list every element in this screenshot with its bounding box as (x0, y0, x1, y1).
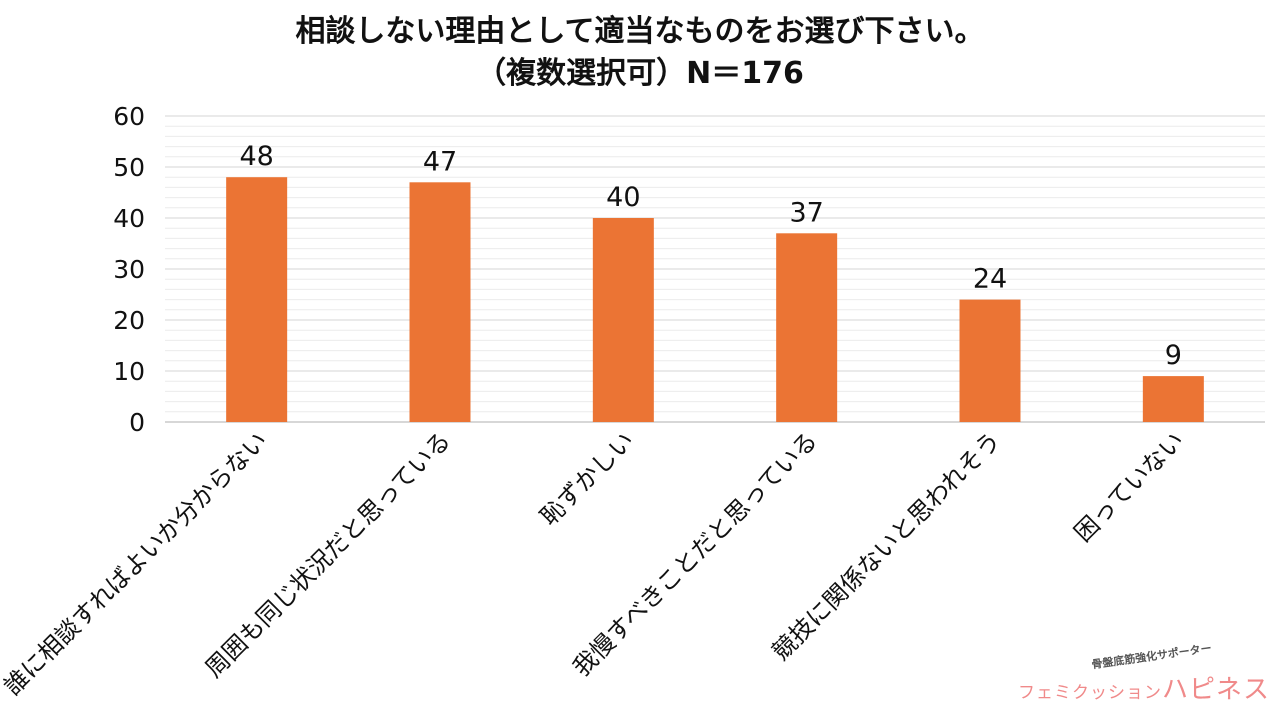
watermark-brand-prefix: フェミクッション (1017, 683, 1162, 703)
chart-title: 相談しない理由として適当なものをお選び下さい。 (295, 14, 985, 49)
bar (959, 299, 1021, 422)
y-tick-label: 60 (113, 102, 145, 131)
bar (226, 177, 288, 422)
y-tick-label: 50 (113, 153, 145, 182)
data-label: 48 (239, 141, 273, 172)
data-label: 47 (423, 146, 457, 177)
bar (409, 182, 471, 422)
bar (776, 233, 838, 422)
data-label: 40 (606, 182, 640, 213)
y-tick-label: 30 (113, 255, 145, 284)
brand-watermark: 骨盤底筋強化サポーター フェミクッションハピネス (1018, 642, 1270, 706)
y-tick-label: 40 (113, 204, 145, 233)
bar (592, 218, 654, 422)
data-label: 9 (1165, 340, 1182, 371)
watermark-brand: フェミクッションハピネス (1018, 669, 1270, 706)
chart-subtitle: （複数選択可）N＝176 (476, 56, 804, 91)
y-tick-label: 20 (113, 306, 145, 335)
x-category-label: 困っていない (1069, 426, 1190, 547)
y-tick-label: 0 (129, 408, 145, 437)
watermark-brand-suffix: ハピネス (1161, 675, 1270, 705)
data-label: 37 (789, 197, 823, 228)
data-label: 24 (973, 264, 1007, 295)
bar (1142, 376, 1204, 422)
y-tick-label: 10 (113, 357, 145, 386)
x-category-label: 恥ずかしい (535, 426, 640, 531)
